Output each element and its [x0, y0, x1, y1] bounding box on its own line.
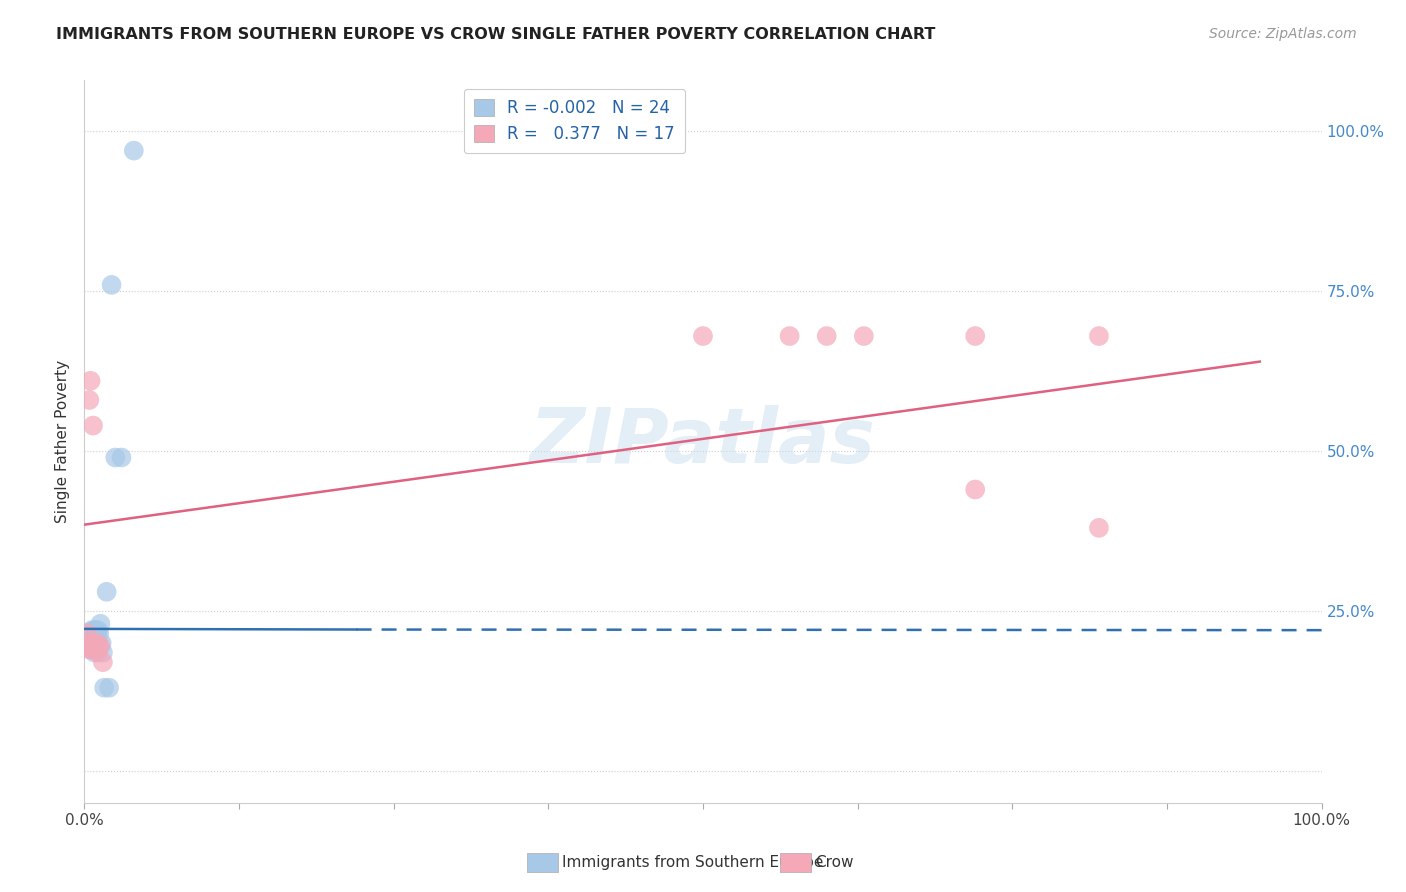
- Point: [80, 639, 103, 653]
- Point: [83, 623, 105, 637]
- Point: [93, 681, 115, 695]
- Point: [86, 639, 108, 653]
- Point: [83, 639, 105, 653]
- Point: [83, 646, 105, 660]
- Point: [91, 655, 114, 669]
- Point: [965, 483, 987, 497]
- Point: [87, 636, 110, 650]
- Point: [79, 636, 101, 650]
- Point: [965, 329, 987, 343]
- Point: [122, 144, 145, 158]
- Point: [82, 642, 104, 657]
- Point: [100, 277, 122, 292]
- Text: Source: ZipAtlas.com: Source: ZipAtlas.com: [1209, 27, 1357, 41]
- Point: [84, 623, 107, 637]
- Y-axis label: Single Father Poverty: Single Father Poverty: [55, 360, 70, 523]
- Point: [77, 626, 100, 640]
- Point: [82, 626, 104, 640]
- Point: [96, 584, 118, 599]
- Point: [79, 642, 101, 657]
- Text: ZIPatlas: ZIPatlas: [530, 405, 876, 478]
- Point: [79, 626, 101, 640]
- Point: [89, 639, 111, 653]
- Point: [86, 636, 108, 650]
- Point: [84, 639, 107, 653]
- Point: [84, 639, 107, 653]
- Point: [90, 636, 112, 650]
- Point: [89, 616, 111, 631]
- Point: [79, 639, 101, 653]
- Text: Immigrants from Southern Europe: Immigrants from Southern Europe: [562, 855, 824, 870]
- Point: [79, 374, 101, 388]
- Point: [76, 626, 98, 640]
- Point: [77, 636, 100, 650]
- Point: [1088, 521, 1111, 535]
- Point: [110, 450, 132, 465]
- Point: [852, 329, 875, 343]
- Point: [80, 639, 103, 653]
- Legend: R = -0.002   N = 24, R =   0.377   N = 17: R = -0.002 N = 24, R = 0.377 N = 17: [464, 88, 685, 153]
- Point: [86, 626, 108, 640]
- Point: [87, 623, 110, 637]
- Point: [79, 392, 101, 407]
- Point: [1088, 329, 1111, 343]
- Point: [80, 623, 103, 637]
- Text: IMMIGRANTS FROM SOUTHERN EUROPE VS CROW SINGLE FATHER POVERTY CORRELATION CHART: IMMIGRANTS FROM SOUTHERN EUROPE VS CROW …: [56, 27, 935, 42]
- Point: [87, 646, 110, 660]
- Point: [91, 646, 114, 660]
- Point: [98, 681, 121, 695]
- Point: [104, 450, 127, 465]
- Point: [779, 329, 801, 343]
- Point: [82, 636, 104, 650]
- Point: [89, 626, 111, 640]
- Point: [82, 418, 104, 433]
- Text: Crow: Crow: [815, 855, 853, 870]
- Point: [815, 329, 838, 343]
- Point: [79, 642, 101, 657]
- Point: [692, 329, 714, 343]
